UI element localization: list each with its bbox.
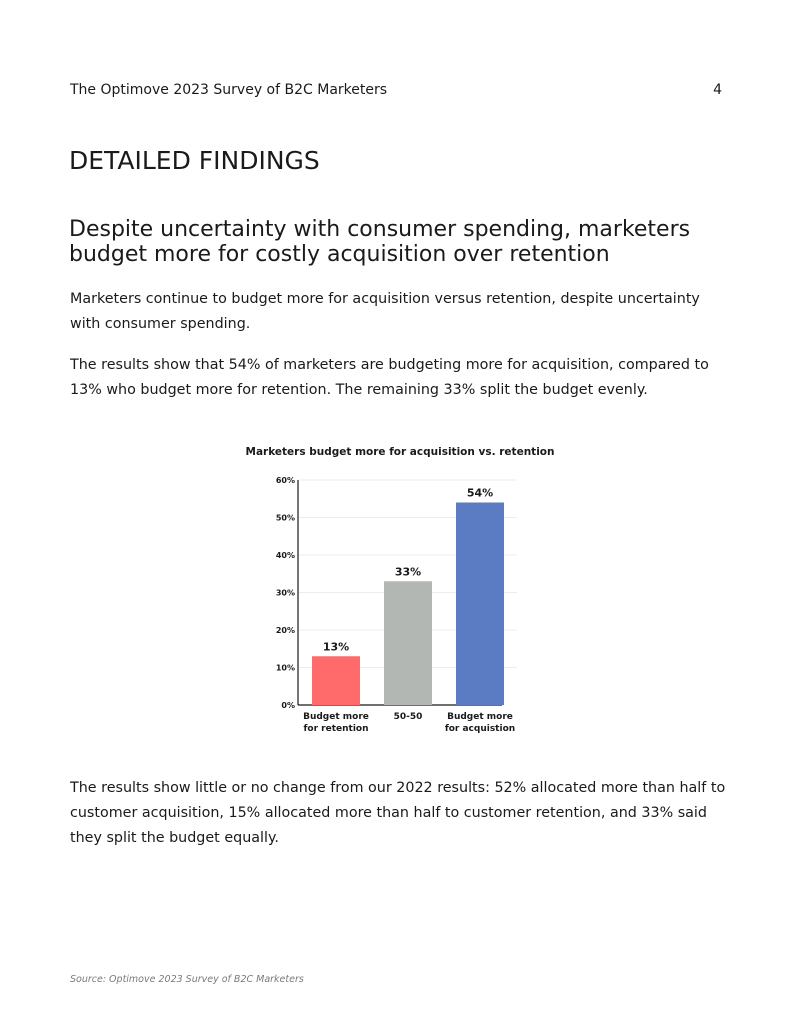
y-tick-label: 0% (281, 701, 295, 710)
bar (384, 581, 432, 705)
y-tick-label: 30% (276, 589, 295, 598)
x-category-label: for acquistion (445, 724, 515, 734)
y-tick-label: 60% (276, 476, 295, 485)
chart-title: Marketers budget more for acquisition vs… (246, 446, 555, 458)
x-category-label: Budget more (303, 712, 369, 722)
subheading: Despite uncertainty with consumer spendi… (69, 217, 691, 267)
bar-data-label: 33% (395, 565, 421, 578)
chart-svg: Marketers budget more for acquisition vs… (246, 446, 555, 734)
bar (312, 656, 360, 705)
bar-chart: Marketers budget more for acquisition vs… (240, 440, 560, 740)
section-title: DETAILED FINDINGS (69, 146, 320, 175)
running-header: The Optimove 2023 Survey of B2C Marketer… (70, 81, 722, 99)
y-tick-label: 10% (276, 664, 295, 673)
y-tick-label: 40% (276, 551, 295, 560)
bar (456, 502, 504, 705)
report-title: The Optimove 2023 Survey of B2C Marketer… (70, 82, 388, 98)
page-number: 4 (713, 82, 722, 98)
paragraph-intro: Marketers continue to budget more for ac… (70, 291, 700, 332)
x-category-label: 50-50 (394, 712, 423, 722)
paragraph-comparison: The results show little or no change fro… (70, 780, 726, 846)
x-category-label: for retention (303, 724, 368, 734)
bar-data-label: 54% (467, 487, 493, 500)
y-tick-label: 50% (276, 514, 295, 523)
bar-data-label: 13% (323, 640, 349, 653)
y-tick-label: 20% (276, 626, 295, 635)
x-category-label: Budget more (447, 712, 513, 722)
paragraph-results: The results show that 54% of marketers a… (70, 357, 709, 398)
footer-source: Source: Optimove 2023 Survey of B2C Mark… (70, 974, 304, 985)
